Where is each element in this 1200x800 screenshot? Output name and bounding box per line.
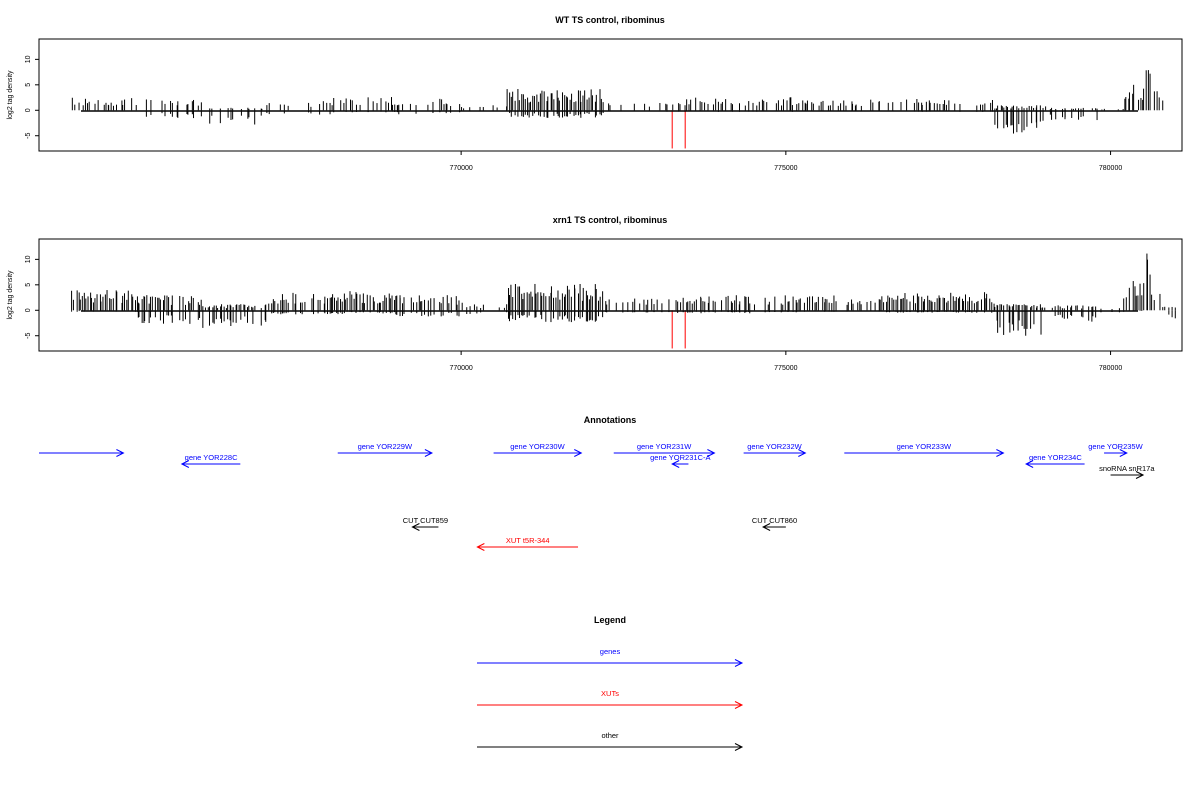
y-tick-label: -5 bbox=[25, 333, 32, 339]
feature-arrowhead bbox=[671, 460, 680, 468]
annotation-feature: gene YOR232W bbox=[743, 442, 807, 457]
annotation-feature: gene YOR228C bbox=[180, 453, 241, 468]
y-tick-label: 10 bbox=[25, 55, 32, 63]
annotation-feature: gene YOR234C bbox=[1025, 453, 1085, 468]
feature-arrowhead bbox=[476, 543, 485, 551]
feature-label: gene YOR231W bbox=[637, 442, 692, 451]
feature-arrowhead bbox=[424, 449, 434, 457]
legend-item: other bbox=[477, 731, 744, 751]
feature-arrowhead bbox=[996, 449, 1005, 457]
feature-label: snoRNA snR17a bbox=[1099, 464, 1155, 473]
wt-x-axis: 770000 775000 780000 bbox=[449, 151, 1122, 172]
annotation-feature: gene YOR235W bbox=[1088, 442, 1144, 457]
wt-plot-frame bbox=[38, 38, 1183, 152]
annotation-feature: gene YOR231C-A bbox=[650, 453, 710, 468]
y-tick-label: 5 bbox=[25, 83, 32, 87]
feature-label: gene YOR231C-A bbox=[650, 453, 710, 462]
legend-title: Legend bbox=[594, 615, 626, 625]
feature-arrowhead bbox=[761, 523, 771, 531]
feature-arrowhead bbox=[707, 449, 716, 457]
annotation-feature: snoRNA snR17a bbox=[1099, 464, 1155, 479]
feature-label: gene YOR235W bbox=[1088, 442, 1143, 451]
legend-item-arrowhead bbox=[734, 743, 744, 751]
xrn1-cut-lines bbox=[671, 310, 686, 349]
feature-label: gene YOR232W bbox=[747, 442, 802, 451]
legend-items: genes XUTs other bbox=[477, 647, 744, 751]
feature-label: CUT CUT860 bbox=[752, 516, 797, 525]
legend-item: XUTs bbox=[477, 689, 744, 709]
legend-item-arrowhead bbox=[734, 659, 744, 667]
wt-cut-lines bbox=[671, 110, 686, 149]
xrn1-plot-frame bbox=[38, 238, 1183, 352]
feature-arrowhead bbox=[1119, 449, 1128, 457]
xrn1-bars bbox=[71, 253, 1176, 336]
annotation-feature: gene YOR229W bbox=[337, 442, 434, 457]
feature-arrowhead bbox=[1025, 460, 1034, 468]
wt-y-label: log2 tag density bbox=[7, 70, 14, 120]
x-tick-label: 775000 bbox=[774, 365, 797, 372]
annotation-feature: XUT t5R-344 bbox=[476, 536, 579, 551]
annotation-feature: gene YOR233W bbox=[844, 442, 1005, 457]
legend-item-label: XUTs bbox=[601, 689, 619, 698]
annotation-feature bbox=[39, 449, 125, 457]
legend-item: genes bbox=[477, 647, 744, 667]
xrn1-panel: xrn1 TS control, ribominus -5 0 5 10 770000… bbox=[7, 215, 1183, 372]
xrn1-panel-title: xrn1 TS control, ribominus bbox=[553, 215, 668, 225]
x-tick-label: 770000 bbox=[449, 165, 472, 172]
feature-arrowhead bbox=[180, 460, 190, 468]
feature-label: gene YOR234C bbox=[1029, 453, 1082, 462]
y-tick-label: -5 bbox=[25, 133, 32, 139]
legend: Legend genes XUTs other bbox=[477, 615, 744, 751]
feature-label: gene YOR228C bbox=[185, 453, 238, 462]
feature-label: gene YOR233W bbox=[897, 442, 952, 451]
legend-item-arrowhead bbox=[734, 701, 744, 709]
legend-item-label: genes bbox=[600, 647, 621, 656]
annotations-title: Annotations bbox=[584, 415, 637, 425]
feature-arrowhead bbox=[574, 449, 583, 457]
feature-arrowhead bbox=[411, 523, 420, 531]
annotation-feature: CUT CUT859 bbox=[403, 516, 448, 531]
wt-panel-title: WT TS control, ribominus bbox=[555, 15, 665, 25]
wt-bars bbox=[71, 70, 1164, 134]
feature-arrowhead bbox=[1135, 471, 1145, 479]
legend-item-label: other bbox=[601, 731, 619, 740]
feature-label: gene YOR230W bbox=[510, 442, 565, 451]
annotation-feature: CUT CUT860 bbox=[752, 516, 797, 531]
xrn1-y-label: log2 tag density bbox=[7, 270, 14, 320]
x-tick-label: 770000 bbox=[449, 365, 472, 372]
wt-y-axis: -5 0 5 10 bbox=[25, 55, 40, 139]
y-tick-label: 0 bbox=[25, 308, 32, 312]
feature-arrowhead bbox=[116, 449, 125, 457]
feature-arrowhead bbox=[798, 449, 807, 457]
x-tick-label: 775000 bbox=[774, 165, 797, 172]
feature-label: gene YOR229W bbox=[358, 442, 413, 451]
x-tick-label: 780000 bbox=[1099, 365, 1122, 372]
x-tick-label: 780000 bbox=[1099, 165, 1122, 172]
feature-label: CUT CUT859 bbox=[403, 516, 448, 525]
feature-label: XUT t5R-344 bbox=[506, 536, 550, 545]
xrn1-y-axis: -5 0 5 10 bbox=[25, 255, 40, 339]
y-tick-label: 10 bbox=[25, 255, 32, 263]
xrn1-x-axis: 770000 775000 780000 bbox=[449, 351, 1122, 372]
annotation-features: gene YOR228C gene YOR229W gene YOR230W gene… bbox=[39, 442, 1155, 551]
y-tick-label: 0 bbox=[25, 108, 32, 112]
annotation-feature: gene YOR230W bbox=[493, 442, 583, 457]
annotation-feature: gene YOR231W bbox=[613, 442, 716, 457]
y-tick-label: 5 bbox=[25, 283, 32, 287]
